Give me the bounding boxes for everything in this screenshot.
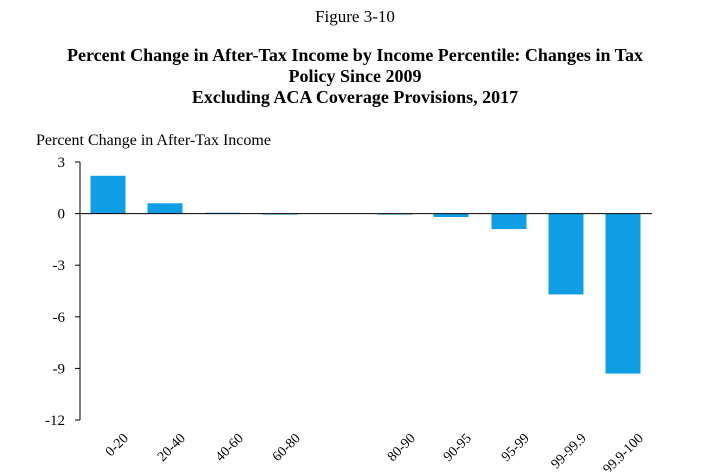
- x-tick-label: 0-20: [103, 431, 132, 460]
- x-tick-label: 90-95: [441, 431, 475, 465]
- chart-title-line-2: Policy Since 2009: [288, 66, 422, 86]
- y-tick-label: 3: [58, 155, 66, 171]
- x-tick-label: 40-60: [213, 431, 247, 465]
- y-tick-label: 0: [58, 207, 66, 223]
- y-tick-label: -12: [45, 413, 65, 429]
- figure-label: Figure 3-10: [315, 7, 395, 26]
- x-tick-label: 60-80: [270, 431, 304, 465]
- chart-title: Percent Change in After-Tax Income by In…: [0, 45, 710, 108]
- bar: [147, 203, 183, 214]
- x-tick-label: 99.9-100: [601, 431, 647, 472]
- bar: [491, 213, 527, 230]
- y-tick-label: -3: [53, 258, 66, 274]
- bar: [90, 175, 126, 214]
- bar: [433, 213, 469, 218]
- chart-title-line-1: Percent Change in After-Tax Income by In…: [67, 45, 643, 65]
- chart-title-line-3: Excluding ACA Coverage Provisions, 2017: [191, 87, 519, 107]
- x-tick-label: 99-99.9: [549, 431, 590, 472]
- y-tick-label: -6: [53, 310, 66, 326]
- x-tick-label: 80-90: [385, 431, 419, 465]
- x-tick-label: 95-99: [499, 431, 533, 465]
- y-tick-label: -9: [53, 361, 66, 377]
- x-tick-label: 20-40: [155, 431, 189, 465]
- y-axis-label: Percent Change in After-Tax Income: [36, 132, 271, 149]
- bar: [605, 213, 641, 374]
- bar: [548, 213, 584, 295]
